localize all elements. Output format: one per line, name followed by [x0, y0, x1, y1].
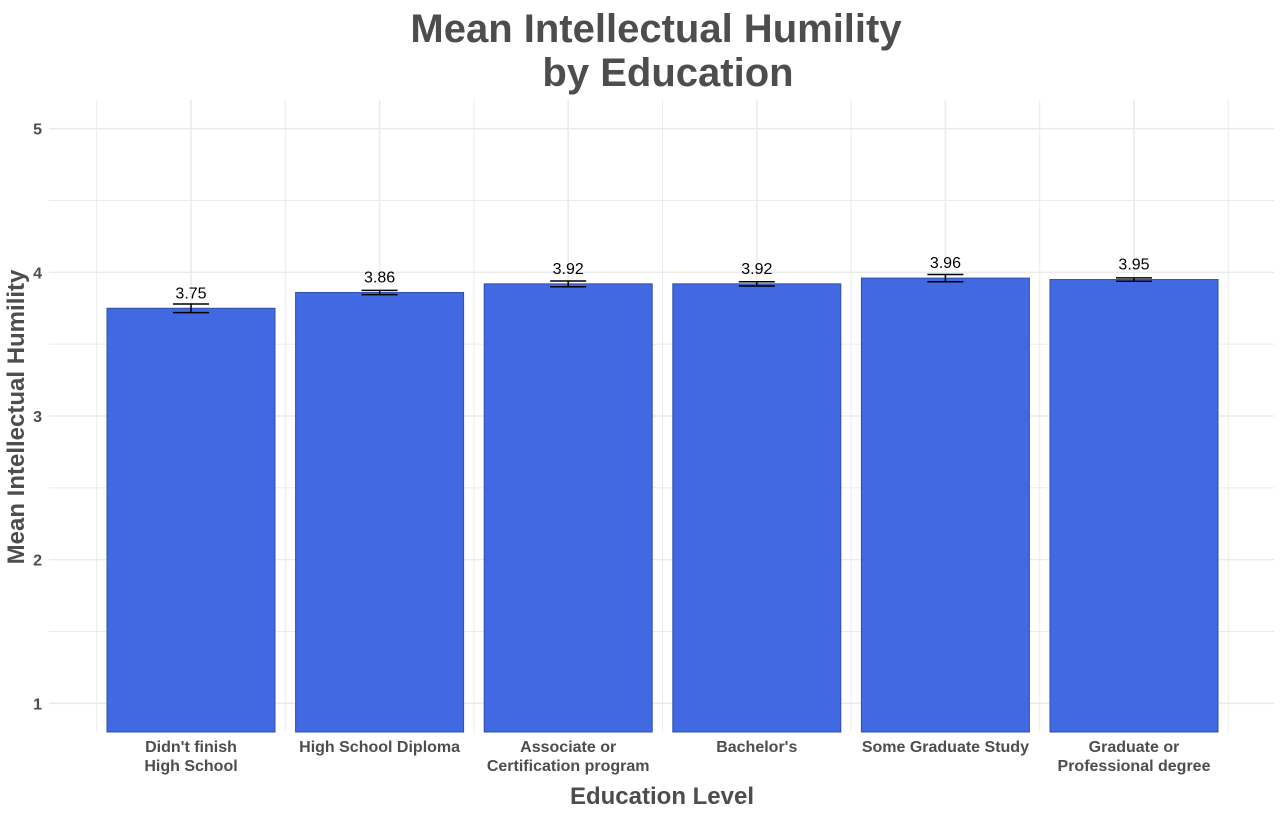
x-tick-label: High School Diploma	[299, 739, 460, 756]
bar	[483, 283, 653, 733]
data-label: 3.95	[1118, 257, 1149, 274]
x-tick-label: Certification program	[487, 758, 650, 775]
error-bar	[361, 289, 398, 296]
x-tick-label: Associate or	[520, 739, 616, 756]
data-label: 3.92	[553, 261, 584, 278]
bar	[106, 307, 276, 733]
data-label-layer: 3.75 3.86 3.92 3.92 3.96 3.95	[175, 255, 1149, 302]
chart-title-line-2: by Education	[542, 51, 793, 95]
data-label: 3.96	[930, 255, 961, 272]
error-bar-layer	[173, 273, 1152, 314]
x-tick-label: Bachelor's	[716, 739, 797, 756]
y-tick-label: 5	[33, 122, 42, 139]
y-axis-title: Mean Intellectual Humility	[3, 269, 30, 564]
bar	[295, 291, 465, 733]
bar-layer	[106, 277, 1219, 733]
y-tick-label: 3	[33, 409, 42, 426]
x-tick-label: Some Graduate Study	[862, 739, 1029, 756]
y-tick-label: 2	[33, 553, 42, 570]
x-tick-label: High School	[144, 758, 237, 775]
error-bar	[173, 303, 209, 314]
x-tick-label: Professional degree	[1058, 758, 1211, 775]
data-label: 3.75	[175, 285, 206, 302]
chart-title-line-1: Mean Intellectual Humility	[410, 7, 902, 51]
x-axis-title: Education Level	[570, 783, 754, 810]
data-label: 3.86	[364, 269, 395, 286]
x-tick-label: Didn't finish	[145, 739, 237, 756]
y-axis-ticks: 1 2 3 4 5	[33, 122, 42, 714]
error-bar	[550, 280, 587, 288]
y-tick-label: 1	[33, 696, 42, 713]
data-label: 3.92	[741, 261, 772, 278]
y-tick-label: 4	[33, 265, 42, 282]
error-bar	[738, 280, 775, 287]
bar	[1049, 279, 1219, 733]
x-tick-label: Graduate or	[1089, 739, 1180, 756]
bar	[672, 283, 842, 733]
bar	[860, 277, 1030, 733]
error-bar	[1116, 277, 1152, 283]
error-bar	[927, 273, 964, 283]
x-axis-ticks: Didn't finish High School High School Dipl…	[144, 739, 1210, 775]
